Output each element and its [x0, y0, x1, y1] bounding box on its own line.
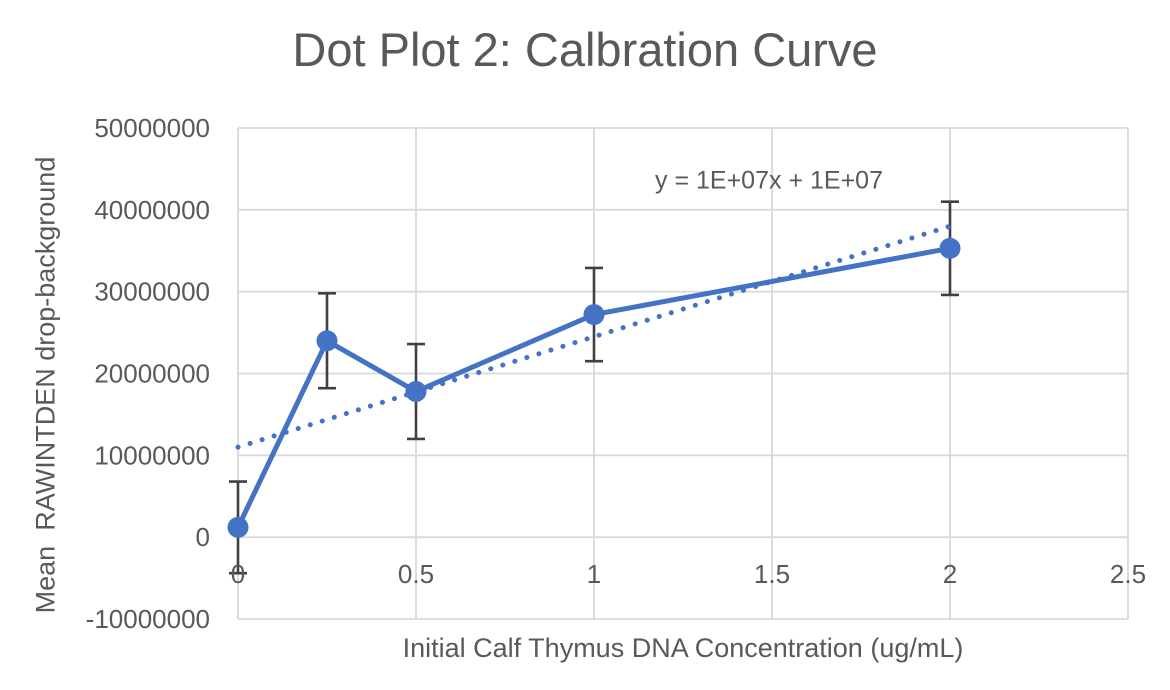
- y-axis-tick-label: 30000000: [94, 277, 210, 307]
- trendline-dotted: [235, 223, 953, 450]
- x-axis-title: Initial Calf Thymus DNA Concentration (u…: [402, 633, 964, 663]
- y-axis-tick-label: 0: [196, 522, 210, 552]
- y-axis-tick-label: 10000000: [94, 440, 210, 470]
- data-point-marker: [227, 516, 249, 538]
- x-axis-tick-label: 0: [231, 559, 245, 589]
- y-axis-title: Mean RAWINTDEN drop-background: [30, 156, 61, 614]
- chart-title: Dot Plot 2: Calbration Curve: [292, 23, 878, 76]
- x-axis-tick-label: 0.5: [398, 559, 434, 589]
- x-axis-tick-label: 1: [587, 559, 601, 589]
- data-point-marker: [583, 304, 605, 326]
- data-point-marker: [316, 330, 338, 352]
- data-point-marker: [405, 381, 427, 403]
- x-axis-tick-label: 2.5: [1110, 559, 1146, 589]
- y-axis-tick-label: 20000000: [94, 359, 210, 389]
- x-axis-tick-label: 1.5: [754, 559, 790, 589]
- trendline-equation-label: y = 1E+07x + 1E+07: [655, 166, 883, 195]
- x-axis-tick-label: 2: [943, 559, 957, 589]
- y-axis-tick-label: 40000000: [94, 195, 210, 225]
- y-axis-tick-label: -10000000: [86, 604, 210, 634]
- y-axis-tick-label: 50000000: [94, 113, 210, 143]
- data-point-marker: [939, 237, 961, 259]
